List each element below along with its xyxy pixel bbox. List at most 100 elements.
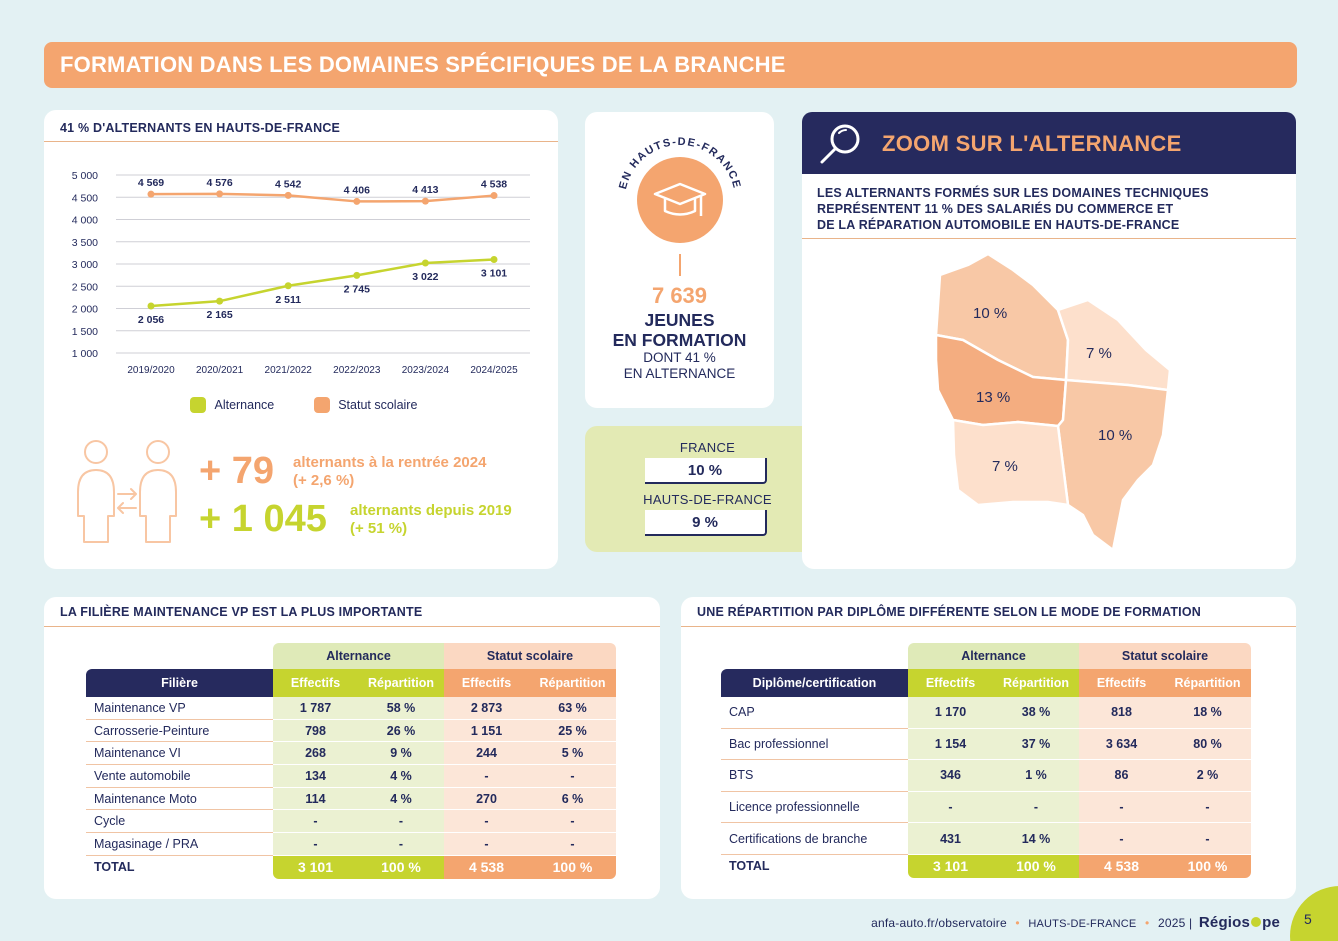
stat-a-value: + 79 <box>199 450 275 492</box>
data-point <box>284 191 292 199</box>
jeunes-line1: JEUNES <box>644 310 715 330</box>
stat-b-text: alternants depuis 2019 (+ 51 %) <box>350 502 512 538</box>
row-label: Vente automobile <box>86 765 273 788</box>
footer-brand: Régios pe <box>1199 914 1280 931</box>
table-cell: 1 787 <box>273 697 358 720</box>
col-header-repartition: Répartition <box>529 669 616 697</box>
zoom-description: LES ALTERNANTS FORMÉS SUR LES DOMAINES T… <box>817 185 1209 233</box>
table-cell: - <box>1164 823 1251 855</box>
row-label: Carrosserie-Peinture <box>86 720 273 743</box>
x-tick-label: 2020/2021 <box>196 365 244 376</box>
jeunes-line2: EN FORMATION <box>612 330 747 350</box>
table-cell: - <box>529 765 616 788</box>
table-cell: - <box>993 791 1079 824</box>
data-label: 2 745 <box>344 283 370 295</box>
table-cell: 1 154 <box>908 728 993 761</box>
group-header-alternance: Alternance <box>273 643 444 669</box>
y-tick-label: 1 500 <box>72 326 98 338</box>
table-cell: 18 % <box>1164 697 1251 729</box>
data-label: 4 406 <box>344 184 370 196</box>
row-label: Maintenance VI <box>86 742 273 766</box>
stat-a-text: alternants à la rentrée 2024 (+ 2,6 %) <box>293 454 486 490</box>
table-cell: 2 % <box>1164 760 1251 792</box>
filiere-table: Alternance Statut scolaire Filière Effec… <box>86 643 616 879</box>
page-banner-title: FORMATION DANS LES DOMAINES SPÉCIFIQUES … <box>44 42 1297 88</box>
data-label: 4 542 <box>275 178 301 190</box>
table-cell: 1 151 <box>444 719 529 743</box>
table-row: Cycle - - - - <box>86 810 616 834</box>
table-cell: 244 <box>444 742 529 766</box>
col-header-repartition: Répartition <box>358 669 444 697</box>
table-cell: 818 <box>1079 697 1164 729</box>
table-cell: 268 <box>273 742 358 766</box>
table-cell: 6 % <box>529 787 616 811</box>
map-dept-east <box>1056 378 1170 552</box>
table-cell: 26 % <box>358 719 444 743</box>
data-label: 4 569 <box>138 177 164 189</box>
data-point <box>216 190 224 198</box>
legend-label-alternance: Alternance <box>214 398 275 412</box>
footer-site-link[interactable]: anfa-auto.fr/observatoire <box>871 916 1007 930</box>
table-cell: - <box>273 833 358 856</box>
graduation-badge: EN HAUTS-DE-FRANCE <box>617 136 741 243</box>
table-cell: - <box>358 810 444 834</box>
table-cell: 80 % <box>1164 728 1251 761</box>
table-cell: 431 <box>908 823 993 855</box>
data-point <box>490 192 498 200</box>
compare-value-france: 10 % <box>645 458 767 484</box>
table-row: Vente automobile 134 4 % - - <box>86 765 616 788</box>
zoom-text-line2: REPRÉSENTENT 11 % DES SALARIÉS DU COMMER… <box>817 202 1174 216</box>
table-cell: 37 % <box>993 728 1079 761</box>
magnifier-icon <box>820 124 860 164</box>
map-dept-south <box>951 418 1070 507</box>
y-tick-label: 1 000 <box>72 348 98 360</box>
total-cell: 4 538 <box>444 855 529 879</box>
stat-b-value: + 1 045 <box>199 498 327 540</box>
table-cell: 4 % <box>358 765 444 788</box>
footer-region: HAUTS-DE-FRANCE <box>1028 918 1137 930</box>
chart-card-title: 41 % D'ALTERNANTS EN HAUTS-DE-FRANCE <box>60 121 341 135</box>
total-label: TOTAL <box>94 860 135 875</box>
zoom-title: ZOOM SUR L'ALTERNANCE <box>882 131 1182 156</box>
compare-value-hdf: 9 % <box>645 510 767 536</box>
data-label: 4 538 <box>481 179 507 191</box>
data-label: 2 511 <box>275 294 301 306</box>
table-cell: 3 634 <box>1079 728 1164 761</box>
table-cell: 1 % <box>993 760 1079 792</box>
data-label: 4 413 <box>412 184 438 196</box>
col-header-effectifs: Effectifs <box>908 669 993 697</box>
line-chart: 1 000 1 500 2 000 2 500 3 000 3 500 4 000 4 500… <box>72 170 530 376</box>
footer-year: 2025 | <box>1157 916 1193 930</box>
x-tick-label: 2022/2023 <box>333 365 381 376</box>
data-point <box>147 190 155 198</box>
table-cell: 63 % <box>529 697 616 720</box>
table-cell: 798 <box>273 719 358 743</box>
table-row: Certifications de branche 431 14 % - - <box>721 823 1251 855</box>
total-cell: 100 % <box>358 855 444 879</box>
zoom-text-line1: LES ALTERNANTS FORMÉS SUR LES DOMAINES T… <box>817 186 1209 200</box>
chart-card: 41 % D'ALTERNANTS EN HAUTS-DE-FRANCE 1 0… <box>44 110 558 569</box>
table-cell: 86 <box>1079 760 1164 792</box>
table-cell: 9 % <box>358 742 444 766</box>
footer-separator: • <box>1145 916 1150 930</box>
map-label-south: 7 % <box>992 458 1018 475</box>
legend-swatch-alternance <box>190 397 206 413</box>
zoom-header: ZOOM SUR L'ALTERNANCE <box>802 112 1296 174</box>
table-cell: - <box>358 833 444 856</box>
brand-text-a: Régios <box>1198 914 1251 931</box>
col-header-effectifs: Effectifs <box>273 669 358 697</box>
table-cell: 134 <box>273 765 358 788</box>
table-cell: - <box>273 810 358 834</box>
data-point <box>353 271 361 279</box>
table-cell: - <box>444 810 529 834</box>
zoom-text-line3: DE LA RÉPARATION AUTOMOBILE EN HAUTS-DE-… <box>817 218 1180 232</box>
table-row: Maintenance VP 1 787 58 % 2 873 63 % <box>86 697 616 720</box>
data-label: 4 576 <box>206 177 232 189</box>
table1-title: LA FILIÈRE MAINTENANCE VP EST LA PLUS IM… <box>60 605 423 619</box>
region-map: 10 % 7 % 13 % 10 % 7 % <box>934 252 1172 552</box>
chart-legend: Alternance Statut scolaire <box>190 397 417 413</box>
col-header-effectifs: Effectifs <box>1079 669 1164 697</box>
page-number-corner <box>1290 886 1338 941</box>
total-cell: 100 % <box>1164 854 1251 878</box>
data-point <box>490 256 498 264</box>
